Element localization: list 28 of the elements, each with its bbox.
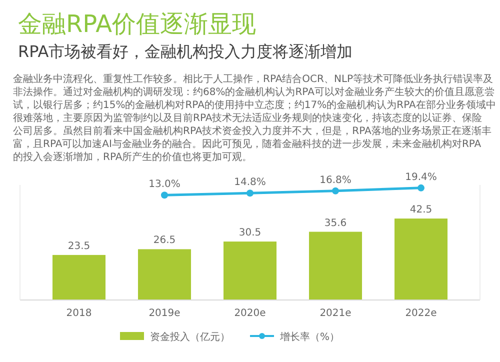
data-label: 23.5 [68,240,90,252]
text: 金融业务中流程化、重复性工作较多。相比于人工操作，RPA结合OCR、NLP等技术可降低业务执行错误率及非法操作。通过对金融机构的调研发现：约68%的金融机构认为RPA可以对金融业务产生较大的价值且愿意尝试，以银行居多；约15%的金融机构对RPA的使用持中立态度；约17%的金融机构认为RPA在部分业务领域中很难落地，主要原因为监管制约以及目前RPA技术无法适应业务规则的快速变化，持该态度的以证券、保险公司居多。虽然目前看来中国金融机构RPA技术资金投入力度并不大，但是，RPA落地的业务场景正在逐渐丰富，且RPA可以加速AI与金融业务的融合。因此可预见，随着金融科技的进一步发展，未来金融机构对RPA的投入会逐渐增加，RPA所产生的价值也将更加可观。 [13,73,496,163]
data-label: 35.6 [324,218,347,229]
point [246,190,254,197]
bar [138,249,192,300]
x-tick-label: 2020e [234,308,266,319]
data-label: 26.5 [153,235,176,246]
chart-title: 金融RPA价值逐渐显现 [18,10,256,38]
chart-subtitle: RPA市场被看好，金融机构投入力度将逐渐增加 [18,42,353,61]
x-tick-label: 2019e [148,308,180,319]
legend-label: 增长率（%） [279,331,340,343]
data-label: 13.0% [148,179,180,190]
bar [308,232,362,300]
data-label: 16.8% [320,174,352,186]
point [332,187,339,194]
data-label: 19.4% [405,172,437,183]
data-label: 30.5 [238,228,262,239]
bar [52,254,106,300]
bar [223,242,277,300]
data-label: 42.5 [410,204,432,216]
x-tick-label: 2018 [66,308,92,319]
x-tick-label: 2021e [320,308,352,319]
point [418,184,425,192]
data-label: 14.8% [234,177,266,188]
x-tick-label: 2022e [405,308,437,319]
point [161,192,168,199]
legend-label: 资金投入（亿元） [150,331,230,343]
bar [394,218,448,300]
